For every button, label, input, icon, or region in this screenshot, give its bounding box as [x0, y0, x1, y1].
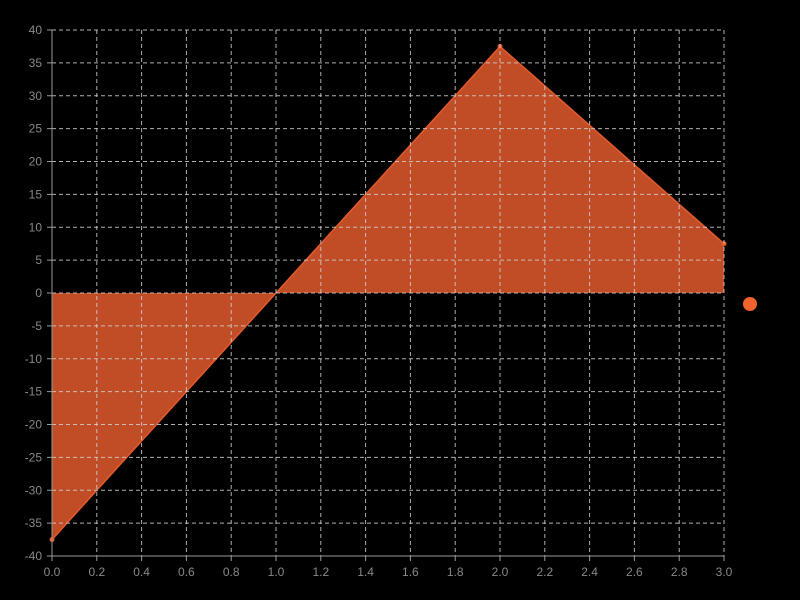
y-tick-label: 30	[29, 89, 43, 103]
x-tick-label: 2.4	[581, 565, 598, 579]
y-tick-label: 25	[29, 122, 43, 136]
x-tick-label: 1.0	[268, 565, 285, 579]
grid	[51, 29, 725, 557]
y-tick-label: -35	[25, 516, 43, 530]
x-tick-label: 0.2	[88, 565, 105, 579]
y-tick-label: -5	[31, 319, 42, 333]
legend	[743, 297, 757, 311]
x-tick-label: 1.4	[357, 565, 374, 579]
x-tick-label: 3.0	[716, 565, 733, 579]
x-tick-label: 0.4	[133, 565, 150, 579]
y-tick-label: -15	[25, 385, 43, 399]
y-tick-label: 20	[29, 155, 43, 169]
x-tick-label: 2.2	[536, 565, 553, 579]
y-tick-label: -10	[25, 352, 43, 366]
y-tick-label: -40	[25, 549, 43, 563]
x-tick-label: 1.2	[312, 565, 329, 579]
x-tick-label: 0.8	[223, 565, 240, 579]
x-tick-label: 0.6	[178, 565, 195, 579]
x-axis-ticks: 0.0 0.2 0.4 0.6 0.8 1.0 1.2 1.4 1.6 1.8 2.0 2.2 2.4 2…	[44, 556, 733, 579]
y-tick-label: 5	[35, 253, 42, 267]
x-tick-label: 2.6	[626, 565, 643, 579]
x-tick-label: 0.0	[44, 565, 61, 579]
y-tick-label: 35	[29, 56, 43, 70]
y-tick-label: 10	[29, 220, 43, 234]
y-axis-ticks: 40 35 30 25 20 15 10 5 0 -5 -10 -15 -20 -25 -30 -35 -40	[25, 23, 52, 563]
x-tick-label: 1.8	[447, 565, 464, 579]
y-tick-label: -25	[25, 450, 43, 464]
x-tick-label: 2.8	[671, 565, 688, 579]
legend-marker	[743, 297, 757, 311]
y-tick-label: 15	[29, 187, 43, 201]
y-tick-label: 0	[35, 286, 42, 300]
x-tick-label: 2.0	[492, 565, 509, 579]
x-tick-label: 1.6	[402, 565, 419, 579]
y-tick-label: 40	[29, 23, 43, 37]
y-tick-label: -30	[25, 483, 43, 497]
y-tick-label: -20	[25, 418, 43, 432]
